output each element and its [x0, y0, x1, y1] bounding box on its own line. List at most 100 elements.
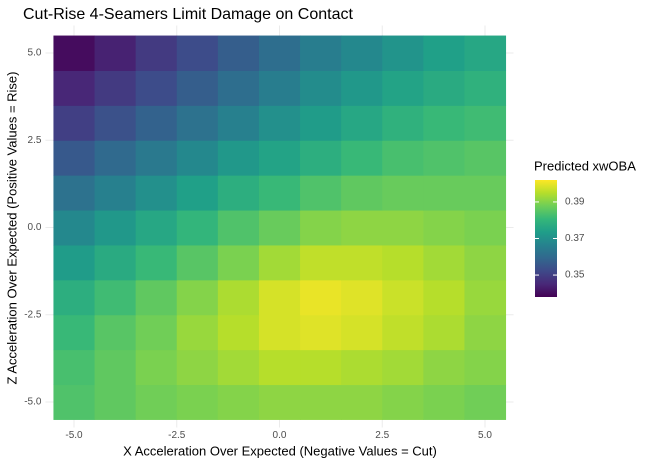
heatmap-cell	[300, 349, 342, 386]
heatmap-cell	[464, 175, 507, 211]
heatmap-cell	[258, 175, 301, 211]
heatmap-cell	[176, 349, 219, 386]
heatmap-cell	[217, 210, 260, 246]
heatmap-cell	[94, 384, 137, 420]
heatmap-cell	[176, 314, 219, 351]
heatmap-cell	[176, 175, 219, 211]
heatmap-cell	[341, 210, 383, 246]
heatmap-cell	[258, 210, 301, 246]
heatmap-cell	[258, 35, 301, 71]
heatmap-cell	[382, 35, 424, 71]
heatmap-cell	[464, 70, 507, 106]
x-tick-label: -2.5	[168, 430, 186, 441]
heatmap-cell	[135, 105, 178, 141]
heatmap-cell	[423, 175, 465, 211]
colorbar-tick-label: 0.39	[565, 197, 585, 208]
heatmap-cell	[94, 175, 137, 211]
y-axis-title: Z Acceleration Over Expected (Positive V…	[4, 72, 19, 385]
chart-title: Cut-Rise 4-Seamers Limit Damage on Conta…	[23, 6, 353, 23]
heatmap-cell	[300, 105, 342, 141]
heatmap-cell	[382, 279, 424, 316]
heatmap-cell	[135, 140, 178, 176]
colorbar	[535, 180, 557, 297]
heatmap-cell	[94, 105, 137, 141]
heatmap-cell	[258, 140, 301, 176]
heatmap-cell	[135, 349, 178, 386]
heatmap-cell	[464, 105, 507, 141]
heatmap-cell	[382, 210, 424, 246]
heatmap-cell	[176, 35, 219, 71]
heatmap-cell	[341, 384, 383, 420]
y-tick-label: -5.0	[24, 397, 42, 408]
heatmap-cell	[94, 70, 137, 106]
heatmap-cell	[217, 140, 260, 176]
heatmap-cell	[341, 279, 383, 316]
heatmap-cell	[94, 314, 137, 351]
y-tick-label: 0.0	[28, 222, 42, 233]
heatmap-cell	[341, 70, 383, 106]
heatmap-cell	[53, 349, 96, 386]
heatmap-cell	[135, 35, 178, 71]
heatmap-cell	[53, 105, 96, 141]
heatmap-cell	[382, 314, 424, 351]
heatmap-cell	[135, 384, 178, 420]
heatmap-cell	[464, 279, 507, 316]
heatmap-cell	[382, 349, 424, 386]
heatmap-cell	[464, 384, 507, 420]
heatmap-cell	[300, 70, 342, 106]
heatmap-cell	[300, 140, 342, 176]
heatmap-cell	[176, 105, 219, 141]
heatmap-cell	[53, 35, 96, 71]
x-tick-label: -5.0	[65, 430, 83, 441]
heatmap-cell	[423, 314, 465, 351]
heatmap-cell	[258, 384, 301, 420]
heatmap-cell	[217, 105, 260, 141]
heatmap-cell	[217, 175, 260, 211]
heatmap-cell	[176, 244, 219, 281]
heatmap-cell	[341, 140, 383, 176]
heatmap-cell	[176, 384, 219, 420]
heatmap-cell	[258, 349, 301, 386]
heatmap-cell	[258, 70, 301, 106]
heatmap-cell	[423, 384, 465, 420]
heatmap-cell	[300, 314, 342, 351]
heatmap-cell	[94, 140, 137, 176]
heatmap-cell	[135, 210, 178, 246]
heatmap-cell	[258, 314, 301, 351]
heatmap-cell	[300, 244, 342, 281]
heatmap-cell	[94, 349, 137, 386]
heatmap-cell	[423, 210, 465, 246]
heatmap-cell	[94, 210, 137, 246]
heatmap-cell	[217, 384, 260, 420]
heatmap-cell	[341, 175, 383, 211]
heatmap-cell	[94, 35, 137, 71]
heatmap-cell	[217, 35, 260, 71]
heatmap-cell	[464, 349, 507, 386]
heatmap-cell	[53, 175, 96, 211]
x-tick-label: 2.5	[375, 430, 389, 441]
y-tick-label: 2.5	[28, 135, 42, 146]
x-axis-title: X Acceleration Over Expected (Negative V…	[123, 443, 437, 458]
heatmap-cell	[53, 70, 96, 106]
heatmap-cell	[300, 175, 342, 211]
heatmap-cell	[53, 210, 96, 246]
heatmap-cell	[341, 244, 383, 281]
x-tick-label: 5.0	[478, 430, 492, 441]
heatmap-cell	[176, 70, 219, 106]
heatmap-cell	[423, 140, 465, 176]
heatmap-cell	[176, 210, 219, 246]
heatmap-cell	[423, 244, 465, 281]
heatmap-cell	[217, 314, 260, 351]
heatmap-cell	[53, 140, 96, 176]
heatmap-cell	[217, 279, 260, 316]
heatmap-cell	[382, 175, 424, 211]
heatmap-cell	[423, 349, 465, 386]
heatmap-cell	[382, 105, 424, 141]
heatmap-cell	[53, 244, 96, 281]
heatmap-cell	[382, 140, 424, 176]
heatmap-cell	[464, 210, 507, 246]
heatmap-cell	[258, 105, 301, 141]
heatmap-cell	[423, 35, 465, 71]
